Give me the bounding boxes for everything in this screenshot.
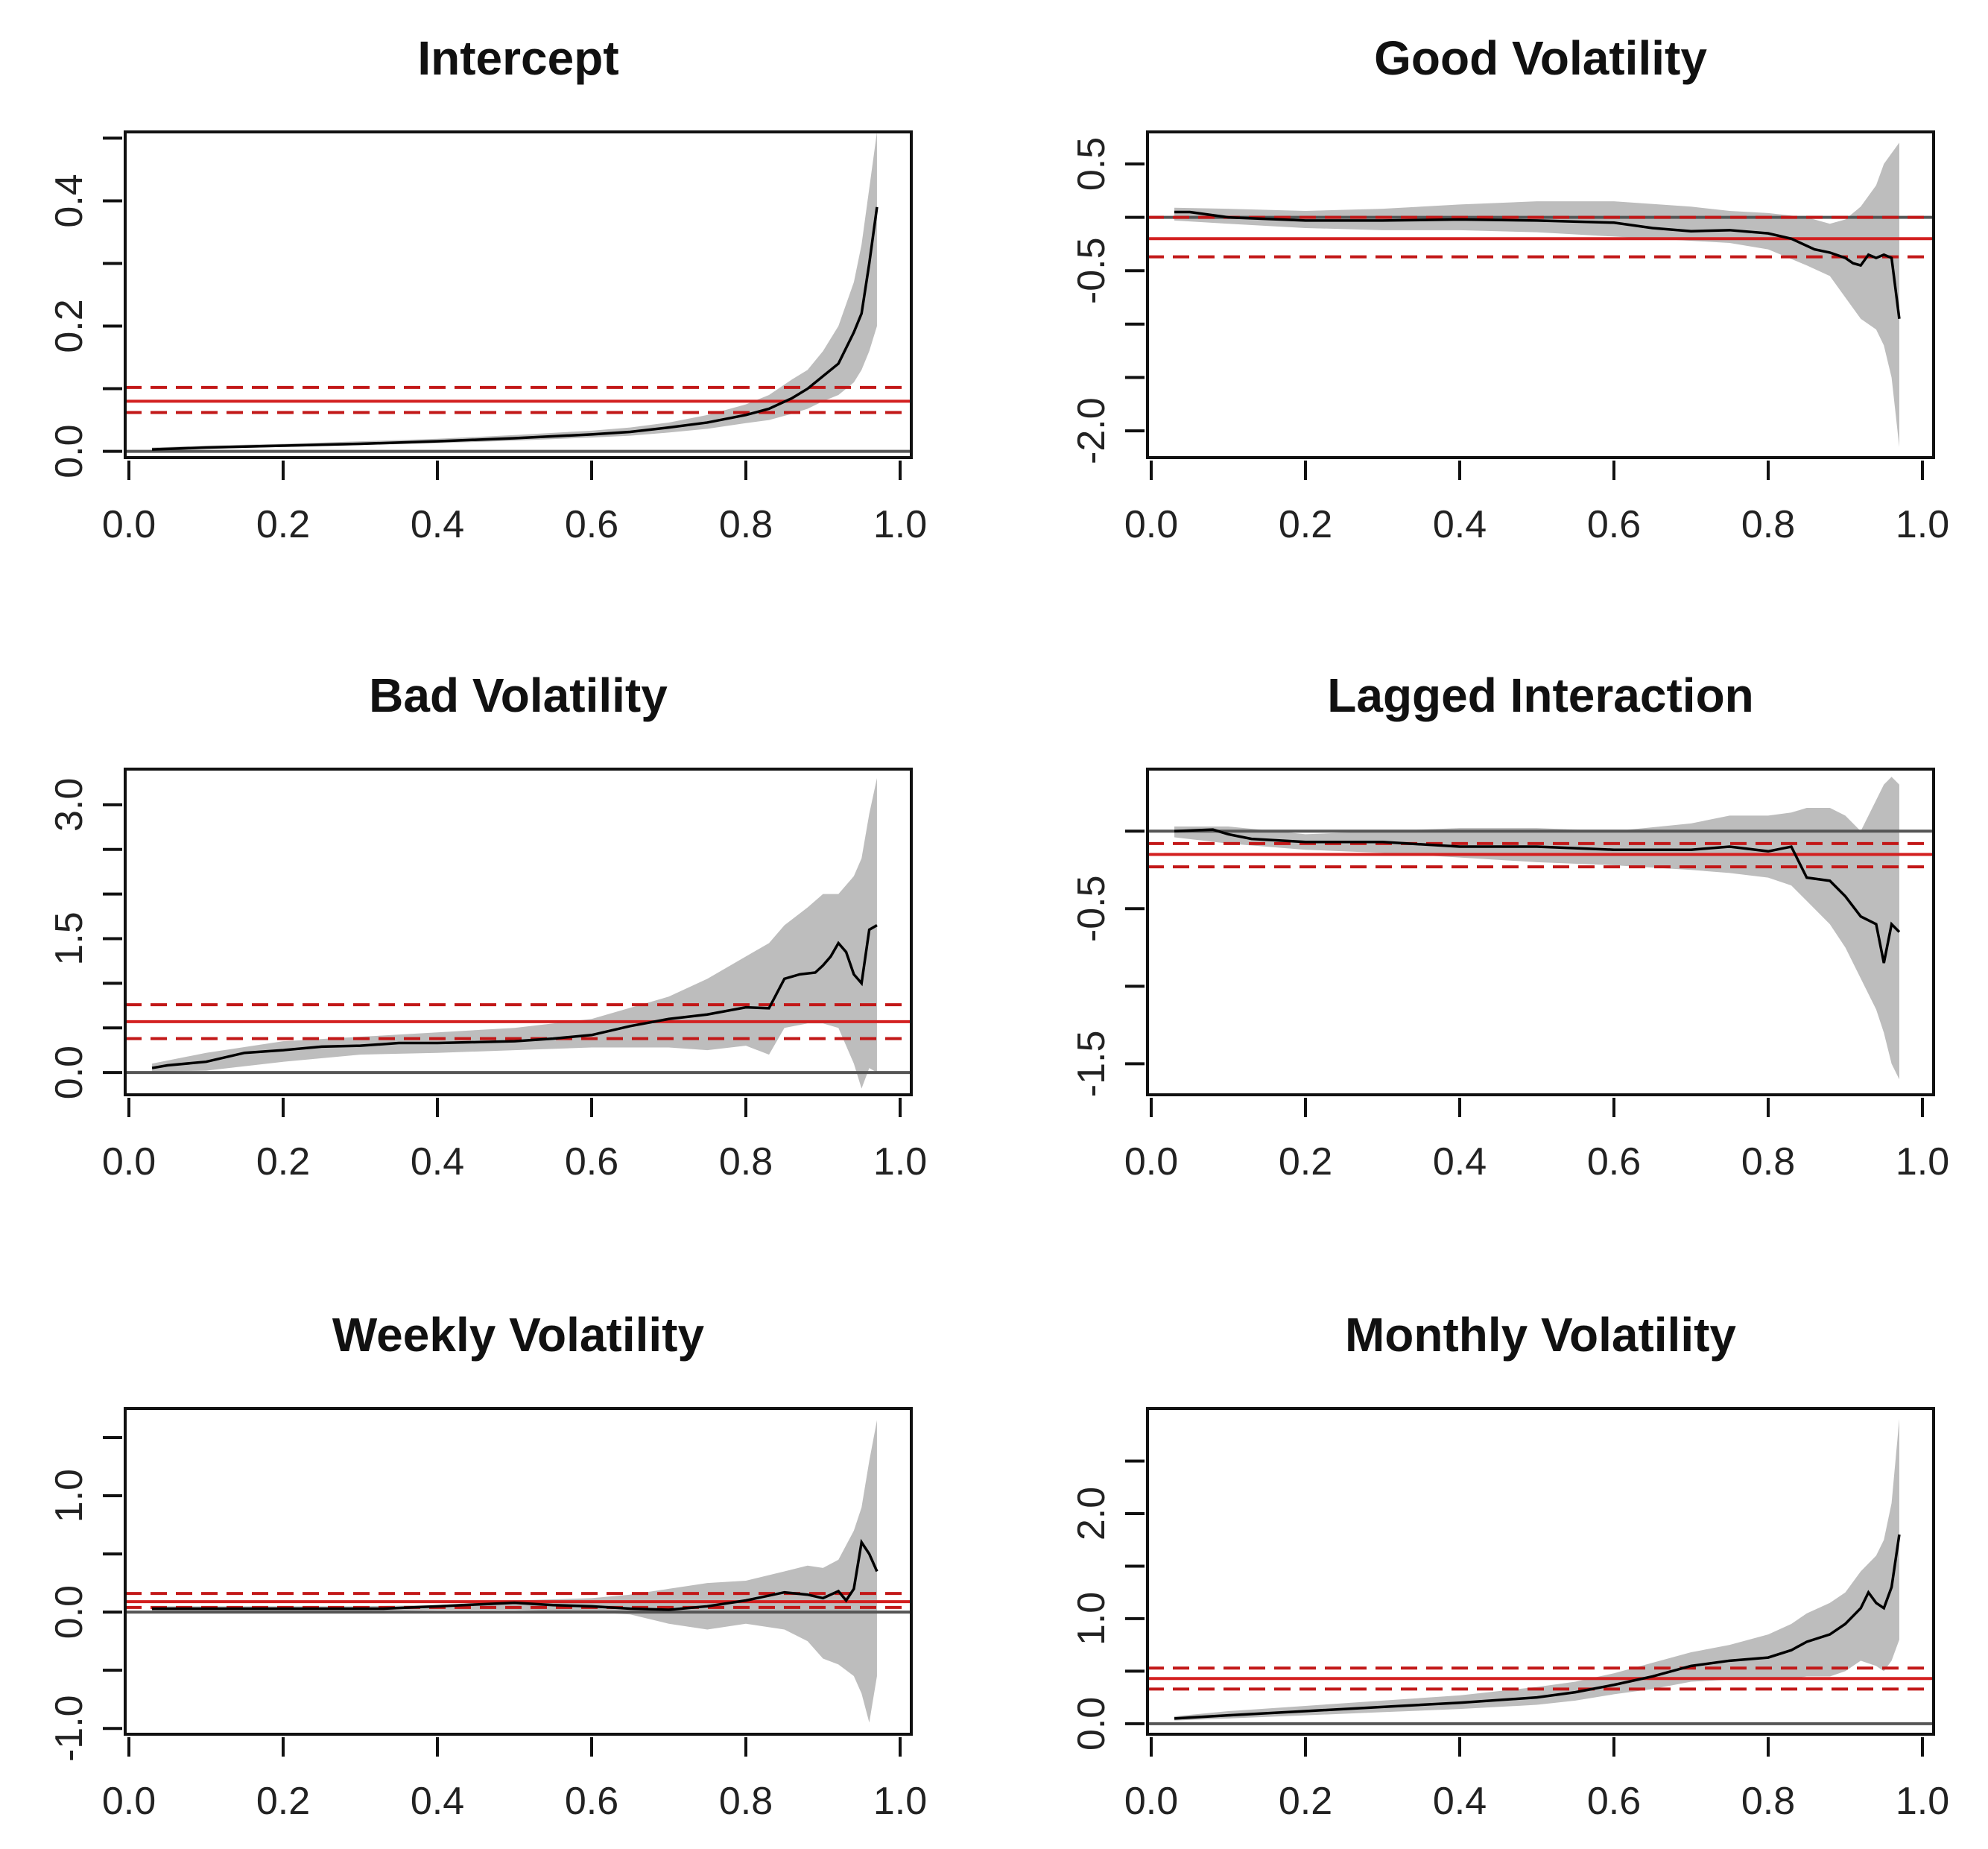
x-tick-label: 0.0 — [102, 1140, 156, 1183]
x-tick-label: 1.0 — [1896, 1140, 1949, 1183]
x-tick-label: 0.0 — [102, 503, 156, 546]
x-tick-label: 0.2 — [256, 1140, 310, 1183]
chart-title: Bad Volatility — [369, 669, 668, 722]
x-tick-label: 0.6 — [1587, 503, 1641, 546]
x-tick-label: 0.6 — [565, 503, 618, 546]
plot-area — [125, 132, 911, 453]
plot-frame — [124, 768, 913, 1096]
quantile-coefficient-line — [151, 206, 879, 451]
x-tick-label: 0.4 — [411, 1780, 464, 1823]
y-tick-label: 0.0 — [48, 424, 91, 478]
y-tick-label: 0.0 — [48, 1585, 91, 1639]
x-tick-label: 0.8 — [719, 503, 773, 546]
confidence-band — [152, 132, 877, 451]
chart-title: Lagged Interaction — [1327, 669, 1754, 722]
y-tick-label: 0.0 — [48, 1046, 91, 1099]
y-tick-label: -0.5 — [1070, 237, 1113, 304]
x-tick-label: 1.0 — [873, 1140, 927, 1183]
x-tick-label: 0.4 — [411, 503, 464, 546]
plot-frame — [124, 130, 913, 459]
y-tick-label: -1.5 — [1070, 1031, 1113, 1098]
x-tick-label: 0.2 — [256, 503, 310, 546]
y-tick-label: 2.0 — [1070, 1487, 1113, 1540]
confidence-band — [152, 777, 877, 1089]
x-tick-label: 0.8 — [1741, 1780, 1795, 1823]
x-tick-label: 0.2 — [256, 1780, 310, 1823]
y-tick-label: 0.2 — [48, 299, 91, 353]
chart-panel: Bad Volatility 0.0 0.2 0.4 0.6 0.8 1.0 0.0 1.5 3.… — [48, 669, 927, 1183]
x-tick-label: 0.2 — [1279, 503, 1332, 546]
chart-panel: Good Volatility 0.0 0.2 0.4 0.6 0.8 1.0 0.5 -0.5… — [1070, 31, 1949, 546]
quantile-coefficient-line — [151, 924, 878, 1069]
x-tick-label: 0.2 — [1279, 1140, 1332, 1183]
x-tick-label: 1.0 — [873, 503, 927, 546]
plot-frame — [1146, 130, 1935, 459]
quantile-coefficient-line — [1174, 828, 1901, 964]
confidence-band — [1174, 1419, 1899, 1721]
chart-panel: Lagged Interaction 0.0 0.2 0.4 0.6 0.8 1.0 -0.5… — [1070, 669, 1949, 1183]
y-tick-label: 0.5 — [1070, 137, 1113, 191]
x-tick-label: 0.8 — [719, 1780, 773, 1823]
chart-panel: Intercept 0.0 0.2 0.4 0.6 0.8 1.0 0.0 0.2 0.4 — [48, 31, 927, 546]
x-tick-label: 0.0 — [1124, 1140, 1178, 1183]
y-tick-label: 0.4 — [48, 174, 91, 227]
chart-title: Monthly Volatility — [1345, 1308, 1736, 1362]
x-tick-label: 0.6 — [1587, 1780, 1641, 1823]
x-tick-label: 0.8 — [1741, 1140, 1795, 1183]
x-tick-label: 0.8 — [1741, 503, 1795, 546]
x-tick-label: 0.6 — [1587, 1140, 1641, 1183]
plot-area — [1147, 142, 1934, 447]
plot-frame — [1146, 1407, 1935, 1736]
chart-title: Intercept — [417, 31, 618, 85]
chart-title: Good Volatility — [1374, 31, 1707, 85]
plot-area — [1147, 777, 1934, 1080]
confidence-band — [1174, 777, 1899, 1080]
x-tick-label: 0.0 — [1124, 1780, 1178, 1823]
x-tick-label: 0.0 — [102, 1780, 156, 1823]
x-tick-label: 0.6 — [565, 1780, 618, 1823]
confidence-band — [152, 1420, 877, 1723]
plot-area — [1147, 1419, 1934, 1725]
chart-panel: Weekly Volatility 0.0 0.2 0.4 0.6 0.8 1.0 1.0 0.… — [48, 1308, 927, 1823]
confidence-band — [1174, 142, 1899, 447]
plot-frame — [1146, 768, 1935, 1096]
x-tick-label: 0.2 — [1279, 1780, 1332, 1823]
plot-frame — [124, 1407, 913, 1736]
x-tick-label: 1.0 — [1896, 503, 1949, 546]
x-tick-label: 0.6 — [565, 1140, 618, 1183]
chart-panel: Monthly Volatility 0.0 0.2 0.4 0.6 0.8 1.0 0.0 1… — [1070, 1308, 1949, 1823]
y-tick-label: -0.5 — [1070, 875, 1113, 942]
y-tick-label: 1.0 — [48, 1469, 91, 1523]
plot-area — [125, 777, 911, 1089]
quantile-coefficient-line — [1174, 210, 1901, 319]
x-tick-label: 0.4 — [1433, 503, 1487, 546]
x-tick-label: 1.0 — [1896, 1780, 1949, 1823]
x-tick-label: 0.4 — [1433, 1780, 1487, 1823]
y-tick-label: 1.5 — [48, 911, 91, 965]
y-tick-label: 0.0 — [1070, 1697, 1113, 1751]
y-tick-label: 1.0 — [1070, 1592, 1113, 1646]
x-tick-label: 0.8 — [719, 1140, 773, 1183]
chart-title: Weekly Volatility — [332, 1308, 705, 1362]
x-tick-label: 0.4 — [411, 1140, 464, 1183]
y-tick-label: -1.0 — [48, 1695, 91, 1762]
quantile-coefficient-line — [152, 1538, 879, 1611]
x-tick-label: 1.0 — [873, 1780, 927, 1823]
x-tick-label: 0.0 — [1124, 503, 1178, 546]
quantile-coefficient-line — [1174, 1534, 1901, 1720]
y-tick-label: -2.0 — [1070, 397, 1113, 464]
plot-area — [125, 1420, 911, 1723]
x-tick-label: 0.4 — [1433, 1140, 1487, 1183]
y-tick-label: 3.0 — [48, 778, 91, 832]
